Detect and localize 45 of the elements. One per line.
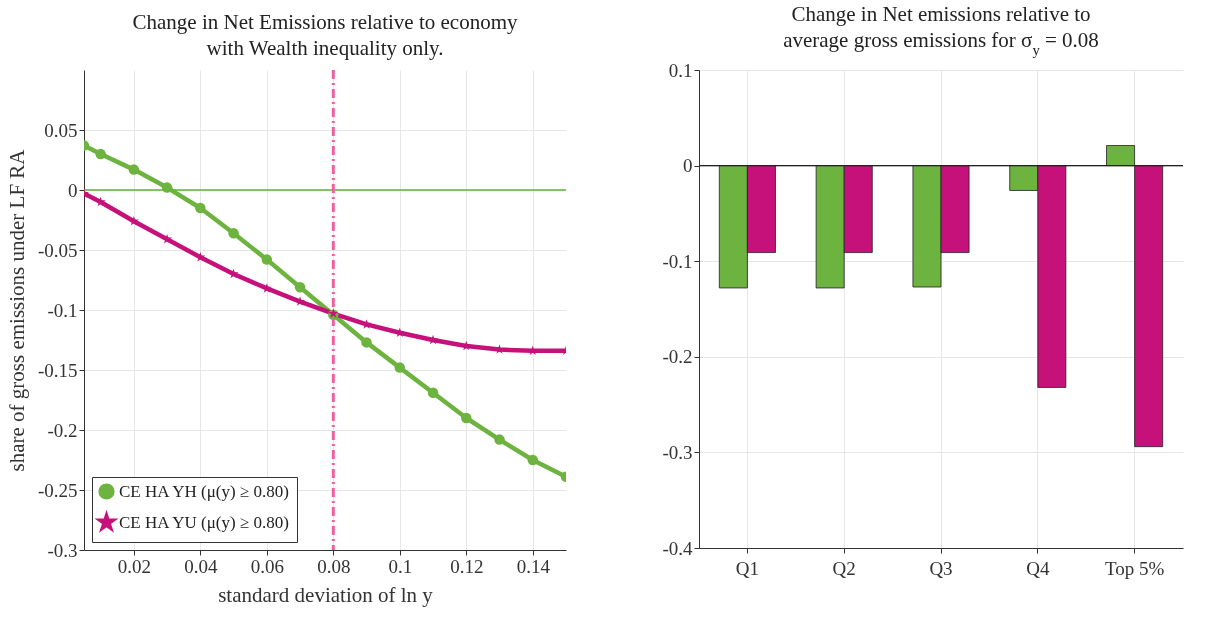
x-axis-title: standard deviation of ln y — [218, 582, 434, 607]
y-tick-label: -0.2 — [47, 419, 78, 441]
point — [294, 281, 306, 293]
point — [261, 254, 273, 265]
y-axis-title: share of gross emissions under LF RA — [4, 148, 29, 472]
y-tick-label: 0 — [68, 179, 78, 201]
y-tick-label: -0.3 — [662, 441, 693, 463]
point — [161, 182, 173, 193]
x-tick-label: 0.08 — [317, 555, 351, 577]
x-tick-label: Q1 — [735, 557, 760, 579]
y-tick-label: -0.25 — [37, 479, 78, 501]
x-tick-label: 0.04 — [184, 555, 218, 577]
legend-label: CE HA YU (μ(y) ≥ 0.80) — [119, 512, 289, 532]
x-tick-label: 0.14 — [516, 555, 551, 577]
x-tick-label: Q2 — [832, 557, 856, 579]
point — [95, 148, 106, 160]
x-tick-label: 0.02 — [117, 555, 151, 577]
point — [394, 362, 406, 373]
point — [361, 337, 372, 348]
y-tick-label: -0.2 — [662, 346, 693, 368]
x-tick-label: 0.06 — [250, 555, 284, 577]
x-tick-label: 0.1 — [388, 555, 413, 577]
point — [427, 387, 439, 399]
chart-title: Change in Net emissions relative to average gross emissions for σ$_{y}$ = 0.08 — [783, 2, 1099, 58]
point — [461, 412, 472, 424]
y-tick-label: -0.05 — [37, 239, 78, 261]
legend-label: CE HA YH (μ(y) ≥ 0.80) — [119, 481, 289, 501]
y-tick-label: 0.1 — [668, 59, 693, 81]
point — [494, 434, 505, 445]
x-tick-label: Q4 — [1026, 557, 1050, 579]
point — [527, 454, 538, 466]
point — [128, 164, 140, 175]
chart-title: Change in Net Emissions relative to economy with Wealth inequality only. — [132, 9, 518, 60]
y-tick-label: 0.05 — [44, 119, 78, 141]
y-tick-label: -0.3 — [47, 539, 78, 561]
y-tick-label: -0.1 — [662, 250, 693, 272]
y-tick-label: -0.15 — [37, 359, 78, 381]
y-tick-label: 0 — [683, 155, 693, 177]
x-tick-label: 0.12 — [450, 555, 484, 577]
y-tick-label: -0.4 — [662, 537, 693, 559]
x-tick-label: Q3 — [929, 557, 953, 579]
y-tick-label: -0.1 — [47, 299, 78, 321]
point — [228, 227, 239, 239]
x-tick-label: Top 5% — [1104, 557, 1165, 579]
point — [195, 202, 206, 214]
